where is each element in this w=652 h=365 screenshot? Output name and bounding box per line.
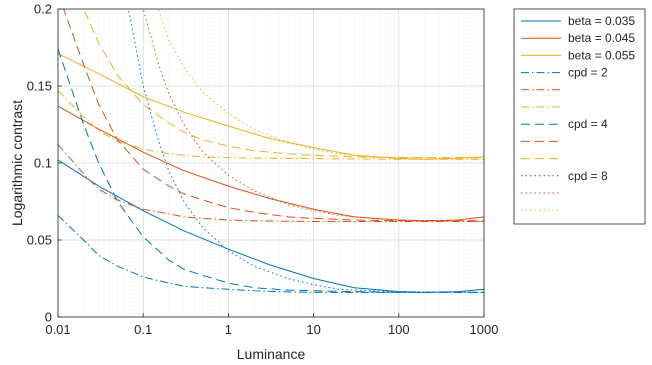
x-axis-label: Luminance (237, 346, 306, 362)
legend-item: cpd = 8 (521, 169, 608, 183)
x-tick-label: 1 (225, 322, 232, 337)
legend-label: beta = 0.035 (568, 14, 635, 28)
x-tick-label: 10 (306, 322, 320, 337)
x-tick-label: 1000 (470, 322, 499, 337)
series-line-3 (58, 53, 484, 160)
legend-label: beta = 0.045 (568, 31, 635, 45)
legend-item: beta = 0.045 (521, 31, 635, 45)
legend-item: cpd = 2 (521, 66, 608, 80)
legend-label: cpd = 8 (568, 169, 608, 183)
series-line-9 (83, 9, 484, 159)
legend-label: beta = 0.055 (568, 48, 635, 62)
legend-item: beta = 0.055 (521, 48, 635, 62)
x-tick-label: 100 (388, 322, 410, 337)
series-line-10 (127, 9, 484, 293)
series-line-8 (63, 9, 484, 222)
legend-item: beta = 0.035 (521, 14, 635, 28)
legend: beta = 0.035 beta = 0.045 beta = 0.055 cpd … (513, 8, 646, 225)
series-line-6 (58, 90, 484, 160)
y-tick-label: 0.1 (34, 156, 52, 171)
grid-layer (57, 8, 485, 318)
tick-layer: 0.01 0.1 1 10 100 1000 0 0.05 0.1 0.15 0.2 (27, 2, 499, 338)
legend-item: cpd = 4 (521, 117, 608, 131)
series-line-12 (157, 9, 484, 159)
series-line-11 (142, 9, 484, 222)
y-tick-label: 0.2 (34, 2, 52, 17)
y-tick-label: 0.05 (27, 233, 52, 248)
series-line-4 (58, 215, 484, 293)
y-tick-label: 0 (45, 310, 52, 325)
legend-box (513, 8, 646, 225)
y-tick-label: 0.15 (27, 79, 52, 94)
series-line-5 (58, 144, 484, 222)
legend-label: cpd = 2 (568, 66, 608, 80)
x-tick-label: 0.1 (134, 322, 152, 337)
x-tick-label: 0.01 (45, 322, 70, 337)
series-line-1 (58, 159, 484, 293)
y-axis-label: Logarithmic contrast (9, 100, 25, 226)
series-layer (58, 9, 484, 293)
legend-label: cpd = 4 (568, 117, 608, 131)
